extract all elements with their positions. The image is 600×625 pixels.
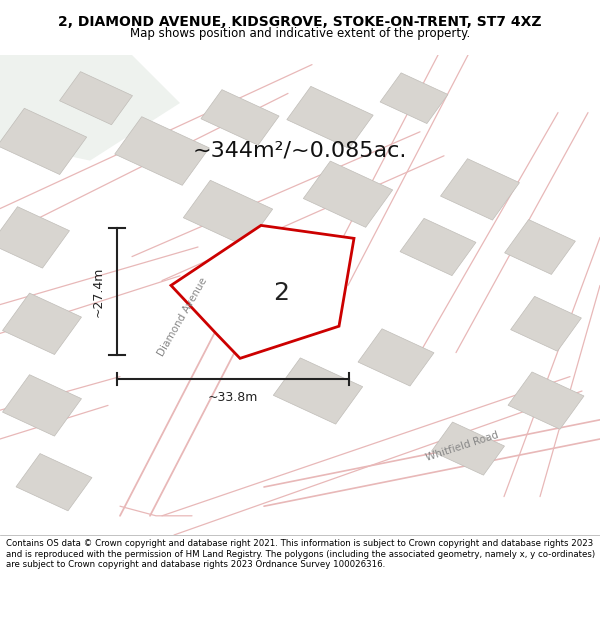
Polygon shape <box>201 89 279 145</box>
Text: ~27.4m: ~27.4m <box>92 266 105 317</box>
Polygon shape <box>358 329 434 386</box>
Polygon shape <box>2 293 82 354</box>
Polygon shape <box>0 55 180 161</box>
Polygon shape <box>2 375 82 436</box>
Text: Contains OS data © Crown copyright and database right 2021. This information is : Contains OS data © Crown copyright and d… <box>6 539 595 569</box>
Polygon shape <box>440 159 520 220</box>
Polygon shape <box>508 372 584 429</box>
Polygon shape <box>184 180 272 246</box>
Text: Whitfield Road: Whitfield Road <box>424 430 500 462</box>
Polygon shape <box>400 218 476 276</box>
Polygon shape <box>171 226 354 358</box>
Polygon shape <box>16 454 92 511</box>
Polygon shape <box>0 207 70 268</box>
Polygon shape <box>511 296 581 351</box>
Polygon shape <box>431 422 505 475</box>
Polygon shape <box>0 108 86 174</box>
Polygon shape <box>304 161 392 228</box>
Text: 2, DIAMOND AVENUE, KIDSGROVE, STOKE-ON-TRENT, ST7 4XZ: 2, DIAMOND AVENUE, KIDSGROVE, STOKE-ON-T… <box>58 16 542 29</box>
Polygon shape <box>115 117 209 185</box>
Polygon shape <box>59 72 133 125</box>
Text: ~344m²/~0.085ac.: ~344m²/~0.085ac. <box>193 141 407 161</box>
Polygon shape <box>287 86 373 148</box>
Polygon shape <box>274 358 362 424</box>
Polygon shape <box>505 219 575 274</box>
Polygon shape <box>380 73 448 124</box>
Text: 2: 2 <box>273 281 289 304</box>
Text: Map shows position and indicative extent of the property.: Map shows position and indicative extent… <box>130 27 470 39</box>
Text: ~33.8m: ~33.8m <box>208 391 258 404</box>
Text: Diamond Avenue: Diamond Avenue <box>157 276 209 358</box>
